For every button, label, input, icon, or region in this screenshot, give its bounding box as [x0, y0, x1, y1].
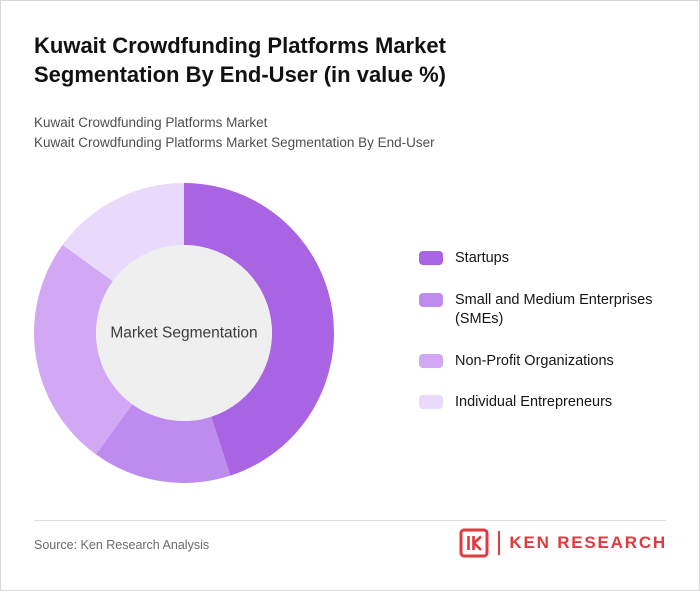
- subtitle-line-1: Kuwait Crowdfunding Platforms Market: [34, 115, 268, 130]
- donut-center-circle: [96, 245, 272, 421]
- chart-subtitle: Kuwait Crowdfunding Platforms Market Kuw…: [34, 113, 435, 154]
- legend-label: Startups: [455, 250, 509, 266]
- brand-name: KEN RESEARCH: [509, 533, 667, 552]
- title-line-2: Segmentation By End-User (in value %): [34, 62, 446, 88]
- ken-research-logo: KEN RESEARCH: [459, 528, 667, 558]
- donut-slice-4: [62, 183, 184, 282]
- legend-swatch: [419, 292, 443, 307]
- title-line-1: Kuwait Crowdfunding Platforms Market: [34, 33, 446, 58]
- legend-label: Non-Profit Organizations: [455, 352, 614, 369]
- legend-item: Non-Profit Organizations: [419, 352, 671, 372]
- donut-slices: [34, 183, 334, 483]
- donut-center-label: Market Segmentation: [110, 325, 257, 342]
- legend-item: Startups: [419, 249, 671, 269]
- subtitle-line-2: Kuwait Crowdfunding Platforms Market Seg…: [34, 135, 435, 151]
- legend-label: Small and Medium Enterprises (SMEs): [455, 291, 653, 328]
- donut-chart: Market Segmentation: [34, 183, 334, 483]
- page-title: Kuwait Crowdfunding Platforms Market Seg…: [34, 31, 446, 89]
- legend-swatch: [419, 251, 443, 265]
- legend-swatch: [419, 353, 443, 368]
- legend-item: Individual Entrepreneurs: [419, 393, 671, 413]
- logo-divider: [498, 531, 501, 555]
- chart-legend: Startups Small and Medium Enterprises (S…: [419, 249, 671, 413]
- donut-slice-3: [34, 244, 133, 455]
- legend-swatch: [419, 395, 443, 410]
- legend-item: Small and Medium Enterprises (SMEs): [419, 291, 671, 330]
- donut-slice-1: [184, 183, 334, 476]
- legend-label: Individual Entrepreneurs: [455, 394, 613, 411]
- source-text: Source: Ken Research Analysis: [34, 538, 210, 552]
- donut-slice-2: [95, 404, 231, 483]
- footer-divider: [34, 520, 666, 521]
- ken-research-k-icon: [459, 528, 489, 558]
